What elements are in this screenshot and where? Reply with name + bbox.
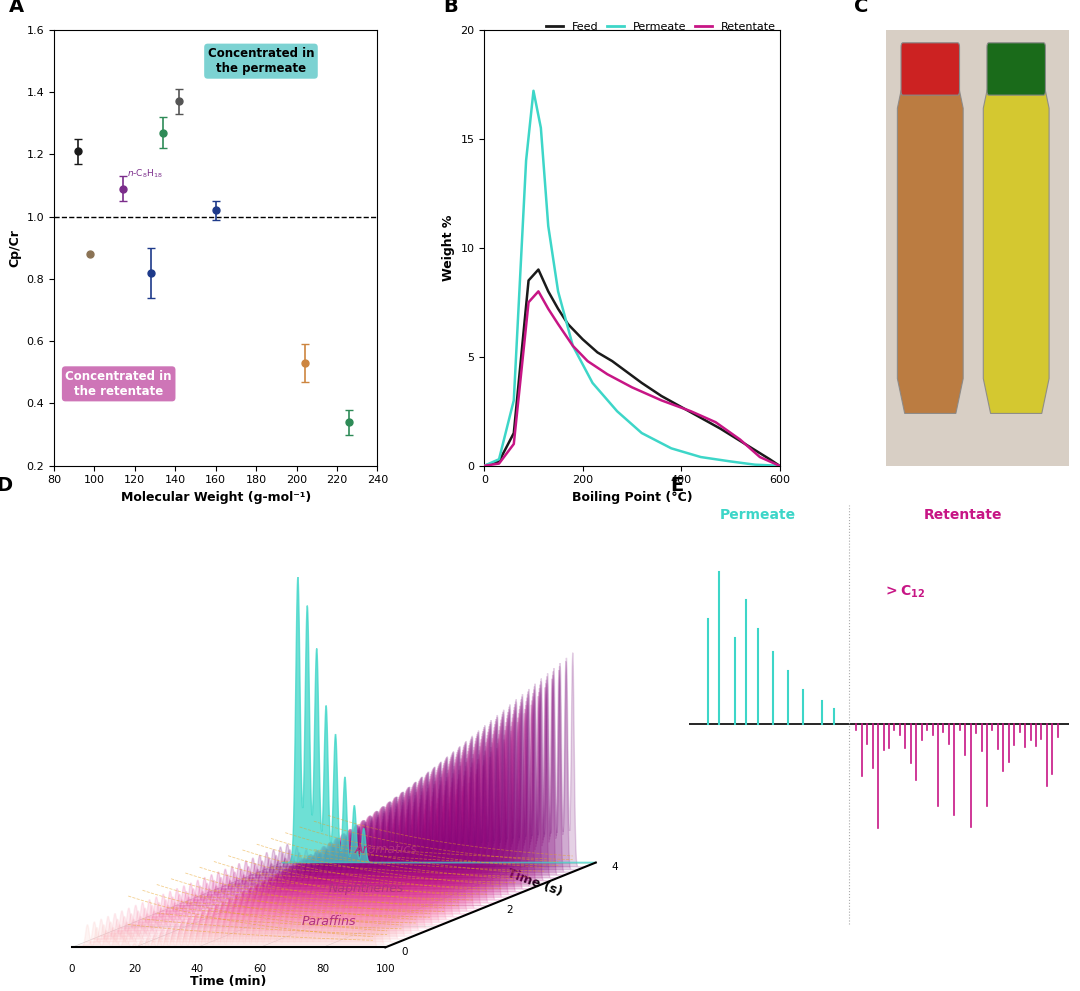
Text: Concentrated in
the permeate: Concentrated in the permeate (207, 48, 314, 75)
Text: Concentrated in
the retentate: Concentrated in the retentate (66, 370, 172, 397)
Polygon shape (244, 688, 557, 878)
Polygon shape (175, 774, 489, 906)
Polygon shape (189, 757, 502, 900)
Polygon shape (140, 818, 455, 920)
Text: Retentate: Retentate (923, 508, 1002, 522)
Y-axis label: Weight %: Weight % (442, 215, 455, 280)
Polygon shape (210, 731, 523, 892)
Polygon shape (148, 809, 461, 917)
Polygon shape (224, 714, 537, 886)
Text: 80: 80 (316, 964, 329, 974)
Text: 0: 0 (68, 964, 75, 974)
Polygon shape (120, 843, 434, 928)
Text: B: B (443, 0, 458, 16)
Text: 60: 60 (254, 964, 267, 974)
Polygon shape (258, 670, 571, 872)
Text: Time (min): Time (min) (190, 975, 267, 988)
Polygon shape (183, 766, 496, 903)
Text: 40: 40 (191, 964, 204, 974)
Polygon shape (106, 861, 420, 934)
Polygon shape (251, 679, 565, 875)
Text: D: D (0, 476, 13, 495)
Polygon shape (71, 905, 386, 947)
Y-axis label: Cp/Cr: Cp/Cr (8, 229, 21, 267)
Polygon shape (203, 739, 516, 895)
X-axis label: Molecular Weight (g-mol⁻¹): Molecular Weight (g-mol⁻¹) (121, 492, 311, 504)
Polygon shape (238, 696, 551, 881)
Text: C: C (853, 0, 868, 16)
Legend: Feed, Permeate, Retentate: Feed, Permeate, Retentate (541, 18, 780, 37)
Text: $n$-C$_8$H$_{18}$: $n$-C$_8$H$_{18}$ (126, 167, 163, 179)
Polygon shape (93, 879, 406, 939)
Text: Naphthenes: Naphthenes (328, 882, 404, 895)
Text: 0: 0 (401, 947, 407, 957)
FancyBboxPatch shape (901, 43, 959, 95)
Text: Time (s): Time (s) (505, 866, 564, 899)
Polygon shape (272, 653, 585, 867)
Polygon shape (983, 82, 1049, 413)
Polygon shape (265, 661, 579, 869)
Text: Permeate: Permeate (719, 508, 796, 522)
Polygon shape (79, 896, 392, 944)
FancyBboxPatch shape (987, 43, 1045, 95)
Polygon shape (99, 870, 413, 936)
Text: Paraffins: Paraffins (302, 916, 356, 929)
Polygon shape (195, 748, 510, 898)
Polygon shape (217, 722, 530, 889)
Text: 100: 100 (376, 964, 395, 974)
Polygon shape (85, 887, 400, 941)
Text: 2: 2 (507, 905, 513, 915)
Text: 20: 20 (127, 964, 141, 974)
Text: A: A (9, 0, 24, 16)
Polygon shape (168, 783, 482, 909)
Polygon shape (230, 705, 544, 883)
Polygon shape (127, 835, 441, 926)
Text: E: E (670, 476, 684, 495)
Polygon shape (113, 852, 427, 931)
X-axis label: Boiling Point (°C): Boiling Point (°C) (571, 492, 692, 504)
Text: Aromatics: Aromatics (354, 842, 417, 856)
Polygon shape (154, 801, 468, 914)
FancyBboxPatch shape (887, 30, 1069, 466)
Polygon shape (134, 826, 447, 923)
Polygon shape (161, 792, 475, 912)
Text: 4: 4 (611, 862, 618, 872)
Polygon shape (897, 82, 963, 413)
Polygon shape (282, 577, 596, 862)
Text: $\mathbf{>C_{12}}$: $\mathbf{>C_{12}}$ (883, 584, 924, 600)
